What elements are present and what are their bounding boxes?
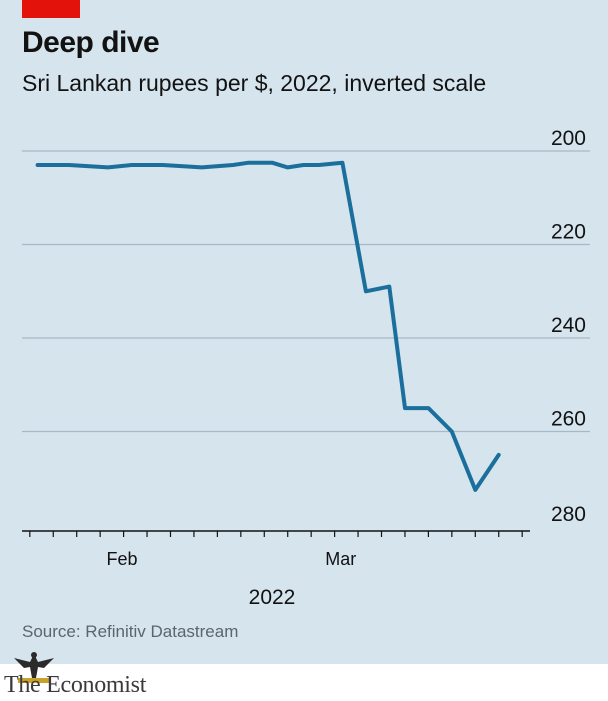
chart-subtitle: Sri Lankan rupees per $, 2022, inverted …	[22, 70, 487, 96]
series-line	[35, 160, 501, 492]
y-tick-label: 220	[551, 221, 586, 244]
line-chart: 200 220 240 260 280 Feb Mar 2022	[22, 127, 590, 609]
x-tick-label: Feb	[106, 549, 137, 569]
y-tick-label: 280	[551, 503, 586, 526]
axis-layer: 200 220 240 260 280 Feb Mar	[22, 127, 586, 569]
eagle-emblem-icon	[14, 652, 54, 683]
brand-red-tab	[22, 0, 80, 18]
grid-layer	[22, 150, 590, 433]
x-tick-label: Mar	[325, 549, 356, 569]
chart-title: Deep dive	[22, 26, 160, 59]
y-tick-label: 260	[551, 408, 586, 431]
y-tick-label: 240	[551, 314, 586, 337]
source-note: Source: Refinitiv Datastream	[22, 622, 239, 641]
y-tick-label: 200	[551, 127, 586, 150]
series-layer	[35, 160, 501, 492]
footer-brand: The Economist	[0, 666, 170, 701]
chart-panel: Deep dive Sri Lankan rupees per $, 2022,…	[0, 0, 608, 664]
brand-wordmark: The Economist	[4, 672, 147, 698]
x-axis-label: 2022	[249, 586, 296, 609]
